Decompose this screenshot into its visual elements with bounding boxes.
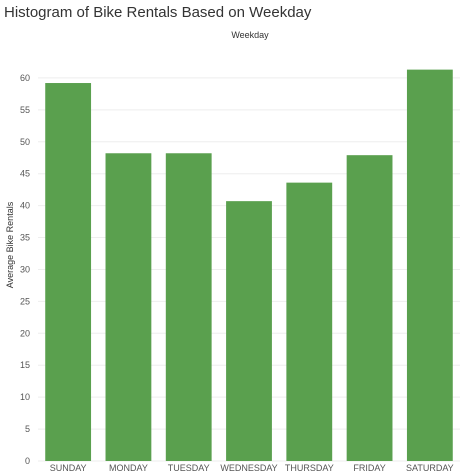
y-tick-label: 60 xyxy=(20,73,30,83)
y-axis-title: Average Bike Rentals xyxy=(5,201,15,288)
x-axis-title: Weekday xyxy=(231,30,269,40)
y-tick-label: 5 xyxy=(25,424,30,434)
y-tick-label: 50 xyxy=(20,137,30,147)
x-tick-label: TUESDAY xyxy=(168,463,210,473)
bar-thursday xyxy=(286,182,333,461)
y-tick-label: 35 xyxy=(20,233,30,243)
y-tick-label: 10 xyxy=(20,392,30,402)
chart-title: Histogram of Bike Rentals Based on Weekd… xyxy=(4,4,312,21)
y-tick-label: 45 xyxy=(20,169,30,179)
x-tick-label: MONDAY xyxy=(109,463,148,473)
y-tick-label: 30 xyxy=(20,264,30,274)
x-tick-label: THURSDAY xyxy=(285,463,334,473)
y-tick-label: 20 xyxy=(20,328,30,338)
x-tick-label: SATURDAY xyxy=(406,463,454,473)
bar-tuesday xyxy=(165,153,212,461)
y-tick-label: 55 xyxy=(20,105,30,115)
bar-sunday xyxy=(45,83,92,462)
bars xyxy=(45,69,453,462)
bar-wednesday xyxy=(226,201,272,461)
y-tick-label: 15 xyxy=(20,360,30,370)
x-tick-label: SUNDAY xyxy=(50,463,87,473)
y-tick-label: 0 xyxy=(25,456,30,466)
y-tick-label: 40 xyxy=(20,201,30,211)
bar-saturday xyxy=(406,69,453,461)
x-tick-label: FRIDAY xyxy=(353,463,385,473)
y-tick-label: 25 xyxy=(20,296,30,306)
y-axis-ticks: 0 5 10 15 20 25 30 35 40 45 50 55 60 xyxy=(20,73,30,466)
x-axis-ticks: SUNDAY MONDAY TUESDAY WEDNESDAY THURSDAY FRID… xyxy=(50,463,454,473)
bar-friday xyxy=(346,155,393,461)
bar-monday xyxy=(105,153,152,461)
x-tick-label: WEDNESDAY xyxy=(220,463,277,473)
